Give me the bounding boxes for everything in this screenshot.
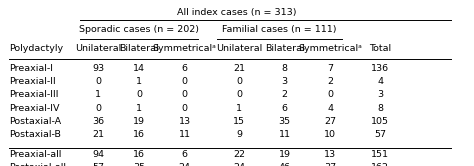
Text: 13: 13: [324, 150, 337, 159]
Text: 0: 0: [95, 77, 101, 86]
Text: 0: 0: [327, 90, 333, 99]
Text: 21: 21: [92, 130, 104, 139]
Text: 3: 3: [377, 90, 383, 99]
Text: Familial cases (n = 111): Familial cases (n = 111): [222, 25, 337, 34]
Text: 0: 0: [236, 77, 242, 86]
Text: 13: 13: [179, 117, 191, 126]
Text: 94: 94: [92, 150, 104, 159]
Text: 19: 19: [133, 117, 145, 126]
Text: Postaxial-B: Postaxial-B: [9, 130, 61, 139]
Text: 1: 1: [95, 90, 101, 99]
Text: 36: 36: [92, 117, 104, 126]
Text: 8: 8: [377, 104, 383, 113]
Text: 2: 2: [282, 90, 288, 99]
Text: 8: 8: [282, 64, 288, 73]
Text: 27: 27: [324, 117, 336, 126]
Text: 16: 16: [133, 130, 145, 139]
Text: Preaxial-I: Preaxial-I: [9, 64, 54, 73]
Text: 6: 6: [182, 64, 188, 73]
Text: 1: 1: [136, 77, 142, 86]
Text: 4: 4: [377, 77, 383, 86]
Text: All index cases (n = 313): All index cases (n = 313): [177, 8, 297, 17]
Text: 151: 151: [371, 150, 389, 159]
Text: 24: 24: [233, 163, 245, 166]
Text: 2: 2: [327, 77, 333, 86]
Text: 93: 93: [92, 64, 104, 73]
Text: 1: 1: [136, 104, 142, 113]
Text: 136: 136: [371, 64, 390, 73]
Text: Preaxial-II: Preaxial-II: [9, 77, 56, 86]
Text: 14: 14: [133, 64, 145, 73]
Text: 0: 0: [95, 104, 101, 113]
Text: 6: 6: [282, 104, 288, 113]
Text: Postaxial-all: Postaxial-all: [9, 163, 66, 166]
Text: Bilateral: Bilateral: [265, 44, 305, 53]
Text: 11: 11: [179, 130, 191, 139]
Text: 10: 10: [324, 130, 336, 139]
Text: Symmetricalᵃ: Symmetricalᵃ: [298, 44, 362, 53]
Text: 0: 0: [182, 104, 188, 113]
Text: 6: 6: [182, 150, 188, 159]
Text: 24: 24: [179, 163, 191, 166]
Text: 0: 0: [236, 90, 242, 99]
Text: Sporadic cases (n = 202): Sporadic cases (n = 202): [79, 25, 199, 34]
Text: 35: 35: [133, 163, 145, 166]
Text: Unilateral: Unilateral: [75, 44, 121, 53]
Text: 3: 3: [282, 77, 288, 86]
Text: Unilateral: Unilateral: [216, 44, 263, 53]
Text: 22: 22: [233, 150, 245, 159]
Text: 11: 11: [279, 130, 291, 139]
Text: 37: 37: [324, 163, 337, 166]
Text: 0: 0: [182, 90, 188, 99]
Text: 7: 7: [327, 64, 333, 73]
Text: 57: 57: [374, 130, 386, 139]
Text: Symmetricalᵃ: Symmetricalᵃ: [153, 44, 217, 53]
Text: 0: 0: [182, 77, 188, 86]
Text: 35: 35: [279, 117, 291, 126]
Text: 16: 16: [133, 150, 145, 159]
Text: 4: 4: [327, 104, 333, 113]
Text: Preaxial-III: Preaxial-III: [9, 90, 59, 99]
Text: Bilateral: Bilateral: [119, 44, 159, 53]
Text: 21: 21: [233, 64, 245, 73]
Text: 162: 162: [371, 163, 389, 166]
Text: Polydactyly: Polydactyly: [9, 44, 64, 53]
Text: 57: 57: [92, 163, 104, 166]
Text: 46: 46: [279, 163, 291, 166]
Text: Postaxial-A: Postaxial-A: [9, 117, 62, 126]
Text: Preaxial-IV: Preaxial-IV: [9, 104, 60, 113]
Text: Preaxial-all: Preaxial-all: [9, 150, 62, 159]
Text: 9: 9: [236, 130, 242, 139]
Text: 0: 0: [136, 90, 142, 99]
Text: 105: 105: [371, 117, 389, 126]
Text: 1: 1: [236, 104, 242, 113]
Text: Total: Total: [369, 44, 392, 53]
Text: 15: 15: [233, 117, 245, 126]
Text: 19: 19: [279, 150, 291, 159]
